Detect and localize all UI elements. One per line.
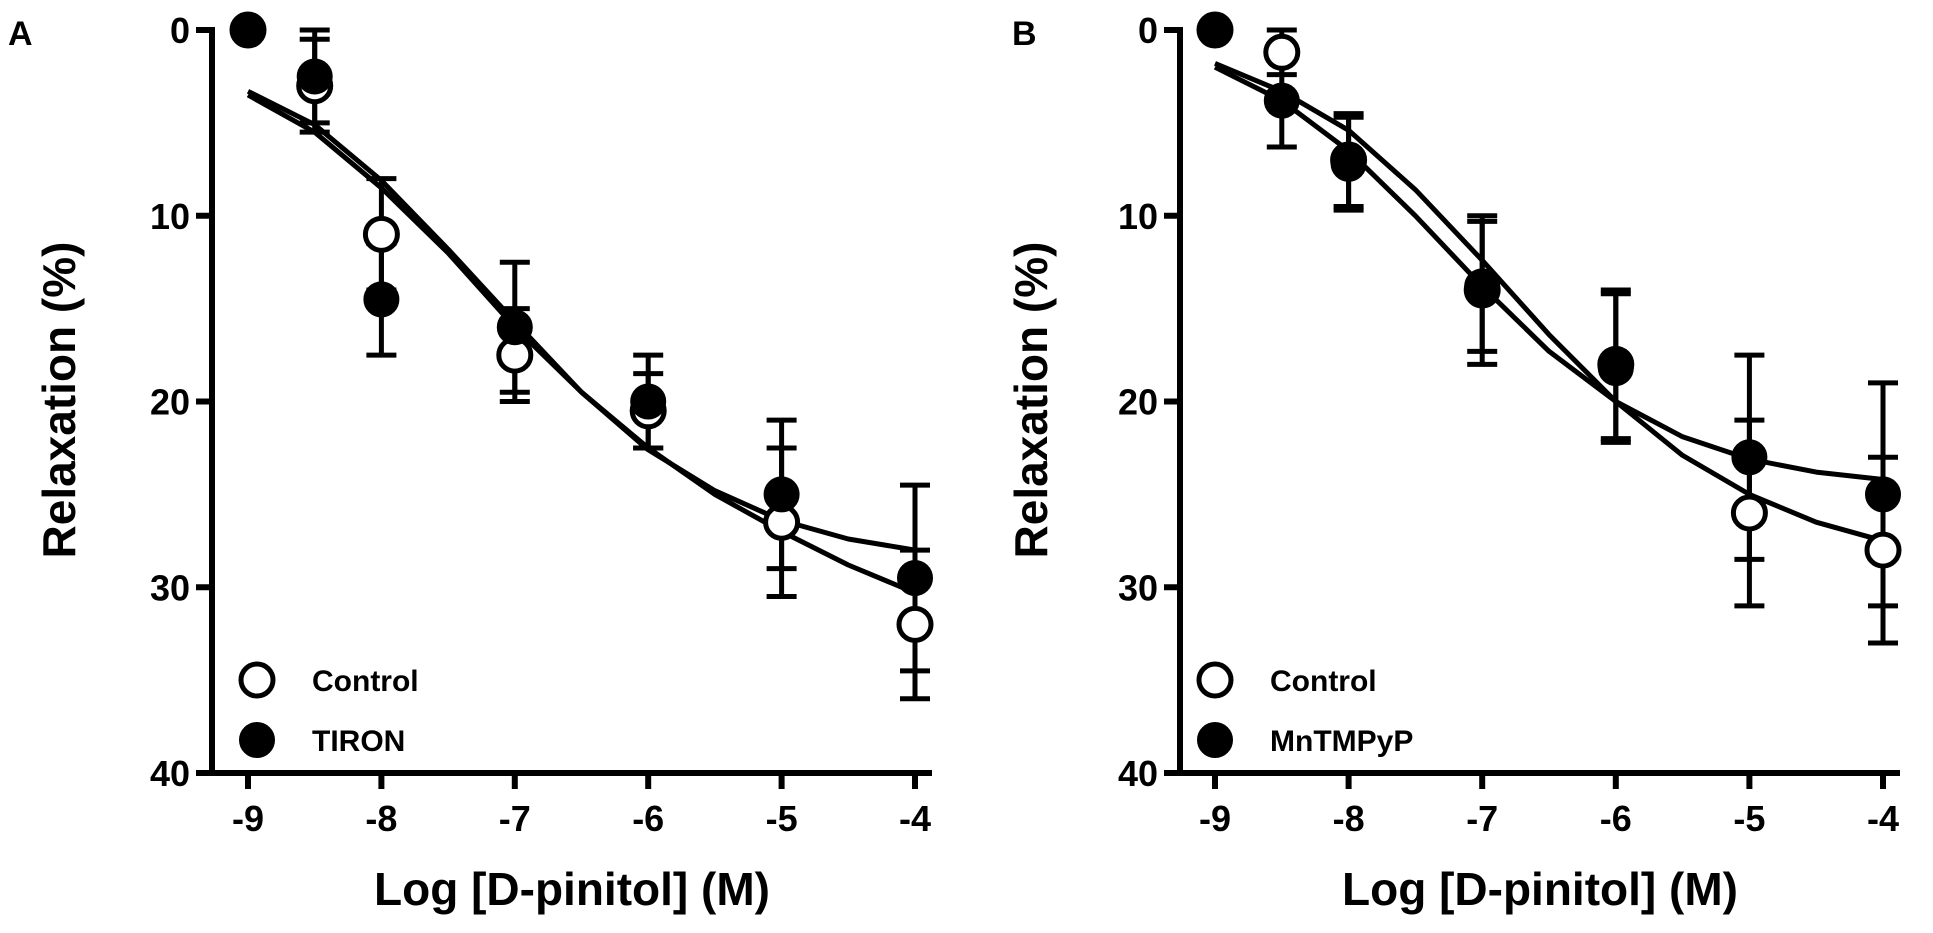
data-point-tiron [630, 383, 667, 420]
data-point-tiron [897, 559, 933, 596]
data-point-mntmpyp [1197, 12, 1233, 48]
data-point-control [1263, 33, 1301, 71]
y-axis-title: Relaxation (%) [33, 242, 85, 559]
y-tick-label: 10 [1118, 196, 1158, 237]
legend-marker [1197, 722, 1233, 758]
x-tick-label: -6 [1600, 798, 1632, 839]
y-tick-label: 40 [150, 753, 190, 794]
panel-a: 0 10 20 30 40 -9 -8 -7 -6 -5 -4 Log [D-pinitol] (M)… [8, 10, 934, 915]
fit-curve-control [246, 92, 916, 596]
legend-label: Control [312, 665, 419, 698]
y-tick-label: 20 [150, 382, 190, 423]
data-point-control [362, 215, 400, 253]
data-point-mntmpyp [1263, 82, 1300, 119]
fit-curve-tiron [246, 89, 916, 553]
legend-label: Control [1270, 665, 1377, 698]
data-point-tiron [296, 58, 333, 95]
data-point-control [896, 605, 934, 643]
legend-marker [238, 661, 276, 699]
data-point-control [1730, 494, 1768, 532]
x-tick-label: -8 [365, 798, 397, 839]
y-tick-label: 10 [150, 196, 190, 237]
data-point-tiron [230, 12, 266, 48]
y-tick-label: 0 [1138, 10, 1158, 51]
x-tick-label: -4 [899, 798, 931, 839]
data-point-tiron [496, 309, 533, 346]
x-tick-label: -7 [499, 798, 531, 839]
data-point-mntmpyp [1731, 439, 1768, 476]
y-tick-label: 30 [1118, 567, 1158, 608]
x-tick-label: -4 [1867, 798, 1899, 839]
legend-label: MnTMPyP [1270, 725, 1413, 758]
y-axis-title: Relaxation (%) [1005, 242, 1057, 559]
y-axis-title-main: Relaxation [1005, 313, 1057, 558]
x-axis-title: Log [D-pinitol] (M) [374, 863, 770, 915]
y-axis-title-main: Relaxation [33, 313, 85, 558]
y-tick-label: 30 [150, 567, 190, 608]
legend-marker [239, 722, 275, 758]
data-point-mntmpyp [1330, 145, 1367, 182]
data-point-mntmpyp [1865, 476, 1901, 513]
y-tick-label: 20 [1118, 382, 1158, 423]
x-tick-label: -9 [1199, 798, 1231, 839]
legend-marker [1196, 661, 1234, 699]
panel-b: 0 10 20 30 40 -9 -8 -7 -6 -5 -4 Log [D-pinitol] (M)… [1005, 10, 1902, 915]
data-point-mntmpyp [1597, 350, 1634, 387]
x-tick-label: -9 [232, 798, 264, 839]
y-tick-label: 40 [1118, 753, 1158, 794]
x-tick-label: -5 [766, 798, 798, 839]
x-axis-title: Log [D-pinitol] (M) [1342, 863, 1738, 915]
panel-label: A [8, 15, 33, 53]
x-tick-label: -6 [632, 798, 664, 839]
y-tick-label: 0 [170, 10, 190, 51]
data-point-tiron [763, 476, 800, 513]
data-point-tiron [363, 281, 400, 318]
x-tick-label: -5 [1733, 798, 1765, 839]
x-tick-label: -8 [1333, 798, 1365, 839]
fit-curve-mntmpyp [1213, 64, 1884, 482]
legend-label: TIRON [312, 725, 405, 758]
data-point-mntmpyp [1464, 268, 1501, 305]
y-axis-title-unit: (%) [1005, 242, 1057, 314]
x-tick-label: -7 [1466, 798, 1498, 839]
y-axis-title-unit: (%) [33, 242, 85, 314]
panel-label: B [1012, 15, 1037, 53]
data-point-control [1864, 531, 1902, 569]
fit-curve-control [1214, 61, 1884, 544]
